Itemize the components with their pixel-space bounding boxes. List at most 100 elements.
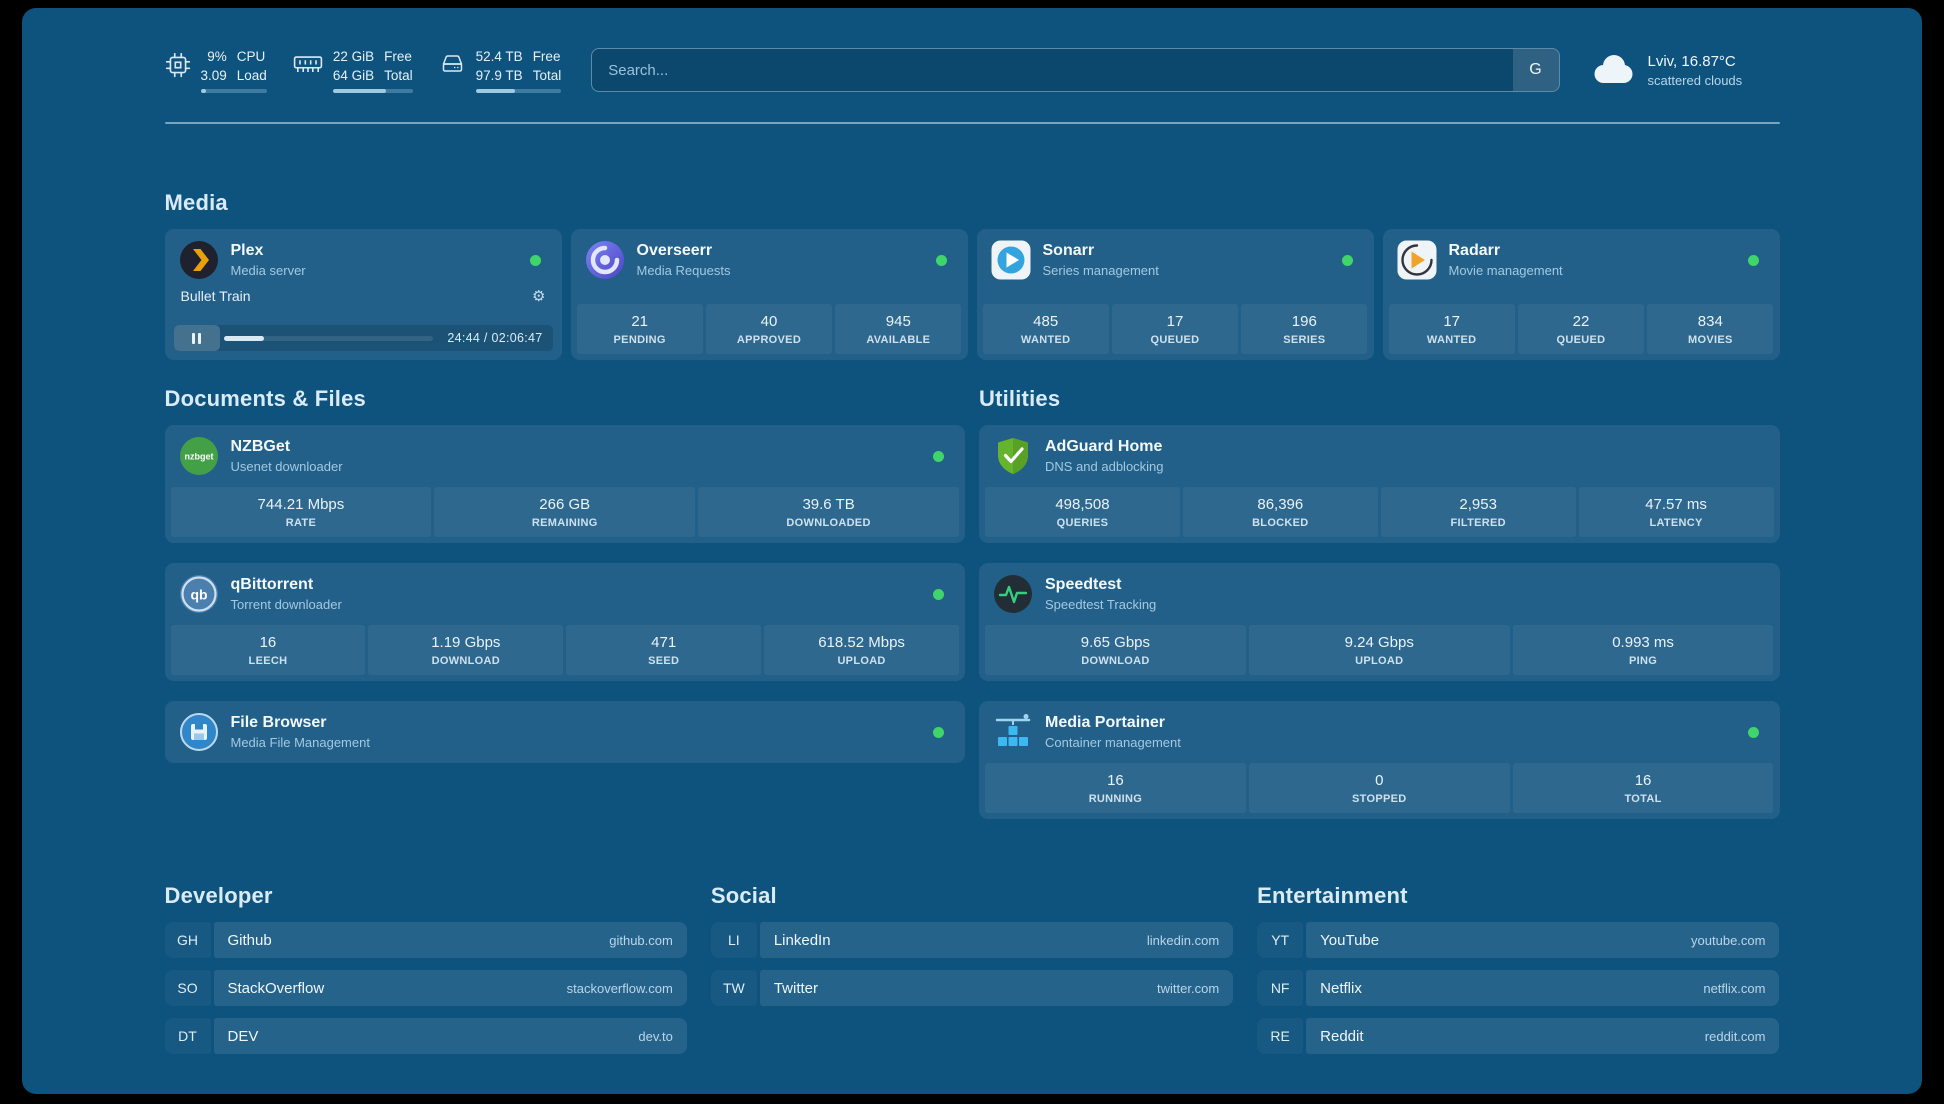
service-link-adguard-home[interactable]: AdGuard Home DNS and adblocking [985,431,1774,481]
service-link-plex[interactable]: Plex Media server [171,235,556,285]
stat-value: 618.52 Mbps [818,634,905,651]
service-link-speedtest[interactable]: Speedtest Speedtest Tracking [985,569,1774,619]
nzbget-icon: nzbget [179,436,219,476]
overseerr-icon [585,240,625,280]
search-provider-button[interactable]: G [1512,49,1559,91]
service-titles: Radarr Movie management [1449,242,1748,278]
service-card-media-portainer: Media Portainer Container management 16 … [979,701,1780,819]
memory-icon [293,52,323,81]
gear-icon[interactable]: ⚙ [532,287,546,305]
bookmark-abbr: GH [164,922,211,958]
service-subtitle: Speedtest Tracking [1045,597,1157,612]
bookmark-dev[interactable]: DT DEV dev.to [164,1018,687,1054]
stats-row: 16 LEECH 1.19 Gbps DOWNLOAD 471 SEED 618… [170,619,959,675]
service-link-sonarr[interactable]: Sonarr Series management [983,235,1368,285]
stat-value: 2,953 [1459,496,1497,513]
stat-label: LATENCY [1649,517,1703,529]
service-link-media-portainer[interactable]: Media Portainer Container management [985,707,1774,757]
stat-label: RUNNING [1088,793,1143,805]
bookmark-body: Netflix netflix.com [1306,970,1780,1006]
stat-label: QUEUED [1556,334,1606,346]
weather-widget[interactable]: Lviv, 16.87°C scattered clouds [1590,52,1780,89]
resource-value: 52.4 TB [475,49,523,64]
service-title: NZBGet [230,438,291,455]
bookmark-twitter[interactable]: TW Twitter twitter.com [710,970,1234,1006]
stat-value: 16 [1107,772,1124,789]
resource-label: CPU [236,49,266,64]
stat-label: DOWNLOAD [431,655,500,667]
filebrowser-icon [179,712,219,752]
service-card-speedtest: Speedtest Speedtest Tracking 9.65 Gbps D… [979,563,1780,681]
resource-widget: 22 GiB 64 GiB Free Total [293,47,413,93]
bookmark-domain: dev.to [638,1028,673,1044]
bookmark-linkedin[interactable]: LI LinkedIn linkedin.com [710,922,1234,958]
stats-row: 498,508 QUERIES 86,396 BLOCKED 2,953 FIL… [985,481,1774,537]
stat-label: AVAILABLE [866,334,931,346]
service-title: qBittorrent [230,576,314,593]
bookmark-name: LinkedIn [773,931,831,949]
stat-block: 16 TOTAL [1512,763,1774,813]
resource-value: 9% [207,49,227,64]
service-card-plex: Plex Media server Bullet Train ⚙ 24:44 /… [164,229,562,360]
service-subtitle: DNS and adblocking [1045,459,1164,474]
service-card-sonarr: Sonarr Series management 485 WANTED 17 Q… [976,229,1374,360]
bookmark-netflix[interactable]: NF Netflix netflix.com [1257,970,1780,1006]
service-link-file-browser[interactable]: File Browser Media File Management [171,707,960,757]
bookmark-list: GH Github github.com SO StackOverflow st… [164,922,687,1054]
resource-label: Free [532,49,561,64]
stat-value: 21 [631,313,648,330]
bookmark-youtube[interactable]: YT YouTube youtube.com [1257,922,1780,958]
bookmark-body: Twitter twitter.com [759,970,1234,1006]
section-documents: Documents & Files nzbget NZBGet Usenet d… [164,386,965,819]
resource-readout: 22 GiB 64 GiB Free Total [332,47,413,93]
bookmark-name: Netflix [1320,979,1362,997]
bookmark-domain: youtube.com [1691,932,1766,948]
bookmark-github[interactable]: GH Github github.com [164,922,687,958]
service-link-radarr[interactable]: Radarr Movie management [1389,235,1774,285]
cpu-icon [165,52,191,83]
search-input[interactable] [592,49,1513,91]
status-dot-online [933,450,944,462]
bookmark-domain: stackoverflow.com [566,980,673,996]
section-media: Media Plex Media server Bullet Train ⚙ 2… [164,190,1780,360]
resource-value: 64 GiB [332,68,375,83]
stat-label: STOPPED [1352,793,1407,805]
service-card-file-browser: File Browser Media File Management [164,701,965,763]
service-subtitle: Torrent downloader [230,597,342,612]
playback-progressbar[interactable] [223,335,434,341]
section-title-developer: Developer [164,883,273,908]
stat-block: 9.65 Gbps DOWNLOAD [985,625,1246,675]
dashboard-container: 9% 3.09 CPU Load 22 GiB 64 GiB Free Total 52… [164,8,1780,1054]
stat-label: SEED [648,655,680,667]
bookmark-reddit[interactable]: RE Reddit reddit.com [1257,1018,1780,1054]
service-titles: Plex Media server [231,242,530,278]
stat-label: PENDING [613,334,666,346]
cloud-icon [1590,52,1636,89]
stat-block: 744.21 Mbps RATE [170,487,432,537]
bookmark-name: Reddit [1320,1027,1364,1045]
sonarr-icon [991,240,1031,280]
stat-block: 485 WANTED [982,304,1109,354]
stat-value: 47.57 ms [1645,496,1707,513]
stat-value: 266 GB [539,496,591,513]
service-subtitle: Usenet downloader [230,459,343,474]
bookmark-stackoverflow[interactable]: SO StackOverflow stackoverflow.com [164,970,687,1006]
section-title-utilities: Utilities [979,386,1061,411]
resource-widgets: 9% 3.09 CPU Load 22 GiB 64 GiB Free Total 52… [165,47,562,93]
stat-value: 16 [1634,772,1652,789]
stat-value: 485 [1033,313,1059,330]
bookmark-domain: twitter.com [1157,980,1220,996]
resource-label: Load [236,68,267,83]
stat-block: 266 GB REMAINING [434,487,696,537]
pause-button[interactable] [173,325,220,351]
service-subtitle: Media server [230,263,306,278]
service-title: Media Portainer [1045,714,1166,731]
status-dot-online [1341,254,1353,266]
service-link-qbittorrent[interactable]: qb qBittorrent Torrent downloader [171,569,960,619]
service-link-nzbget[interactable]: nzbget NZBGet Usenet downloader [171,431,960,481]
resource-value: 22 GiB [332,49,375,64]
service-link-overseerr[interactable]: Overseerr Media Requests [577,235,962,285]
stat-value: 9.65 Gbps [1080,634,1151,651]
stat-block: 17 WANTED [1388,304,1515,354]
stat-value: 86,396 [1257,496,1304,513]
